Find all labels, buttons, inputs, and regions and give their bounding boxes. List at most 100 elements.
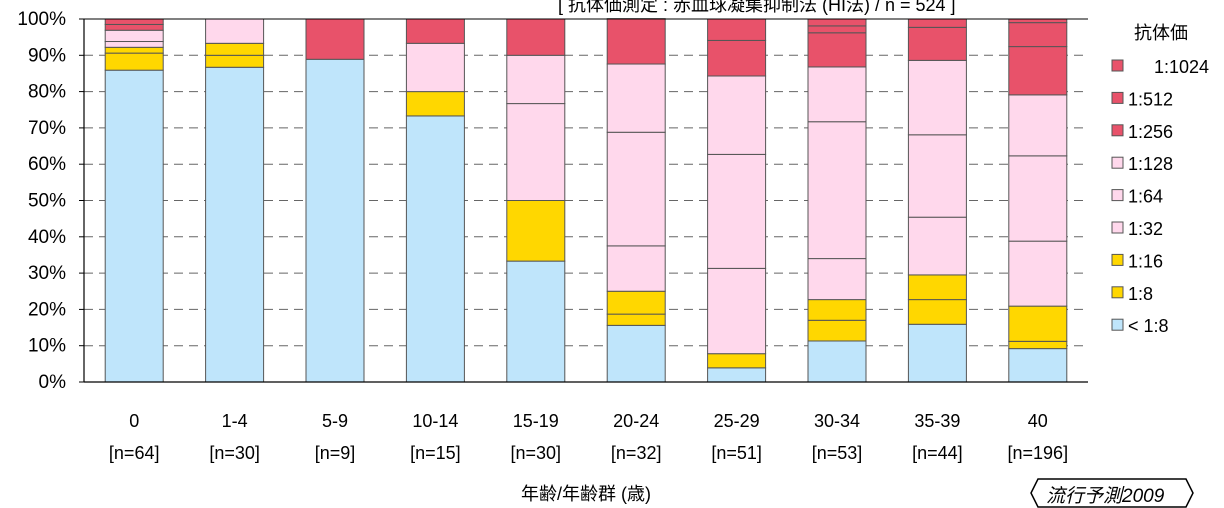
bar-segment [205, 42, 265, 56]
bar-segment [104, 41, 164, 48]
bar-segment [807, 18, 867, 27]
y-tick-label: 100% [17, 9, 66, 30]
bar-segment [506, 260, 566, 383]
x-tick-label: 20-24 [613, 411, 659, 431]
bar-segment [1008, 305, 1068, 342]
bar-segment [104, 46, 164, 54]
bar-segment [707, 153, 767, 269]
legend-label: 1:1024 [1154, 57, 1209, 77]
bar-segment [1008, 94, 1068, 157]
legend-label: 1:512 [1128, 89, 1173, 109]
legend-swatch [1111, 253, 1124, 266]
y-tick-label: 90% [28, 45, 66, 66]
x-count-label: [n=53] [812, 443, 863, 463]
bar-segment [807, 258, 867, 301]
bar-segment [205, 18, 265, 44]
bar-segment [606, 63, 666, 133]
bar-segment [907, 274, 967, 301]
x-tick-label: 5-9 [322, 411, 348, 431]
y-tick-label: 20% [28, 299, 66, 320]
legend-swatch [1111, 59, 1124, 72]
bar-segment [707, 75, 767, 155]
legend-swatch [1111, 156, 1124, 169]
legend-swatch [1111, 124, 1124, 137]
chart-subtitle: [ 抗体価測定 : 赤血球凝集抑制法 (HI法) / n = 524 ] [558, 0, 956, 15]
x-count-label: [n=15] [410, 443, 461, 463]
x-count-label: [n=9] [315, 443, 356, 463]
bar-segment [807, 340, 867, 383]
bar-segment [506, 103, 566, 201]
y-tick-label: 60% [28, 154, 66, 175]
bar-segment [405, 115, 465, 383]
y-tick-label: 10% [28, 336, 66, 357]
x-tick-label: 0 [129, 411, 139, 431]
bar-segment [405, 42, 465, 93]
bar-segment [405, 91, 465, 117]
x-tick-label: 1-4 [222, 411, 248, 431]
x-count-label: [n=32] [611, 443, 662, 463]
bar-segment [807, 319, 867, 342]
x-tick-label: 35-39 [914, 411, 960, 431]
bar-segment [707, 18, 767, 41]
x-tick-label: 40 [1028, 411, 1048, 431]
y-tick-label: 70% [28, 118, 66, 139]
bar-segment [907, 134, 967, 218]
legend-title: 抗体価 [1134, 23, 1188, 43]
legend-swatch [1111, 189, 1124, 202]
y-tick-label: 80% [28, 82, 66, 103]
x-count-label: [n=64] [109, 443, 160, 463]
legend-label: 1:32 [1128, 219, 1163, 239]
bar-segment [104, 18, 164, 25]
y-tick-label: 50% [28, 191, 66, 212]
bar-segment [1008, 348, 1068, 383]
x-tick-label: 30-34 [814, 411, 860, 431]
x-count-label: [n=44] [912, 443, 963, 463]
bar-segment [807, 121, 867, 260]
x-count-label: [n=30] [511, 443, 562, 463]
x-tick-label: 10-14 [412, 411, 458, 431]
bar-segment [305, 18, 365, 60]
bar-segment [104, 52, 164, 71]
bar-segment [606, 324, 666, 383]
bar-segment [405, 18, 465, 44]
legend-label: 1:16 [1128, 251, 1163, 271]
bar-segment [807, 32, 867, 68]
legend-swatch [1111, 91, 1124, 104]
bar-segment [606, 313, 666, 326]
bar-segment [606, 245, 666, 292]
x-tick-label: 25-29 [714, 411, 760, 431]
x-axis-title: 年齢/年齢群 (歳) [521, 484, 651, 504]
bar-segment [807, 66, 867, 123]
bar-segment [606, 18, 666, 65]
bar-segment [1008, 240, 1068, 307]
x-count-label: [n=51] [711, 443, 762, 463]
bar-segment [1008, 340, 1068, 350]
x-count-label: [n=196] [1008, 443, 1069, 463]
bar-segment [506, 18, 566, 56]
y-tick-label: 0% [39, 372, 67, 393]
badge-text: 流行予測2009 [1046, 486, 1165, 507]
bar-segment [807, 299, 867, 321]
legend-swatch [1111, 318, 1124, 331]
bar-segment [205, 66, 265, 383]
bar-segment [104, 29, 164, 43]
bar-segment [807, 25, 867, 34]
bar-segment [707, 39, 767, 77]
bar-segment [707, 353, 767, 369]
bar-segment [707, 267, 767, 355]
legend-label: < 1:8 [1128, 316, 1169, 336]
bar-segment [1008, 155, 1068, 242]
bar-segment [104, 23, 164, 31]
y-tick-label: 40% [28, 227, 66, 248]
bar-segment [907, 323, 967, 383]
legend-label: 1:64 [1128, 187, 1163, 207]
bar-segment [1008, 18, 1068, 24]
legend-swatch [1111, 221, 1124, 234]
bar-segment [606, 290, 666, 315]
bar-segment [907, 216, 967, 276]
legend-swatch [1111, 286, 1124, 299]
bar-segment [1008, 22, 1068, 48]
bar-segment [907, 26, 967, 61]
legend-label: 1:128 [1128, 154, 1173, 174]
